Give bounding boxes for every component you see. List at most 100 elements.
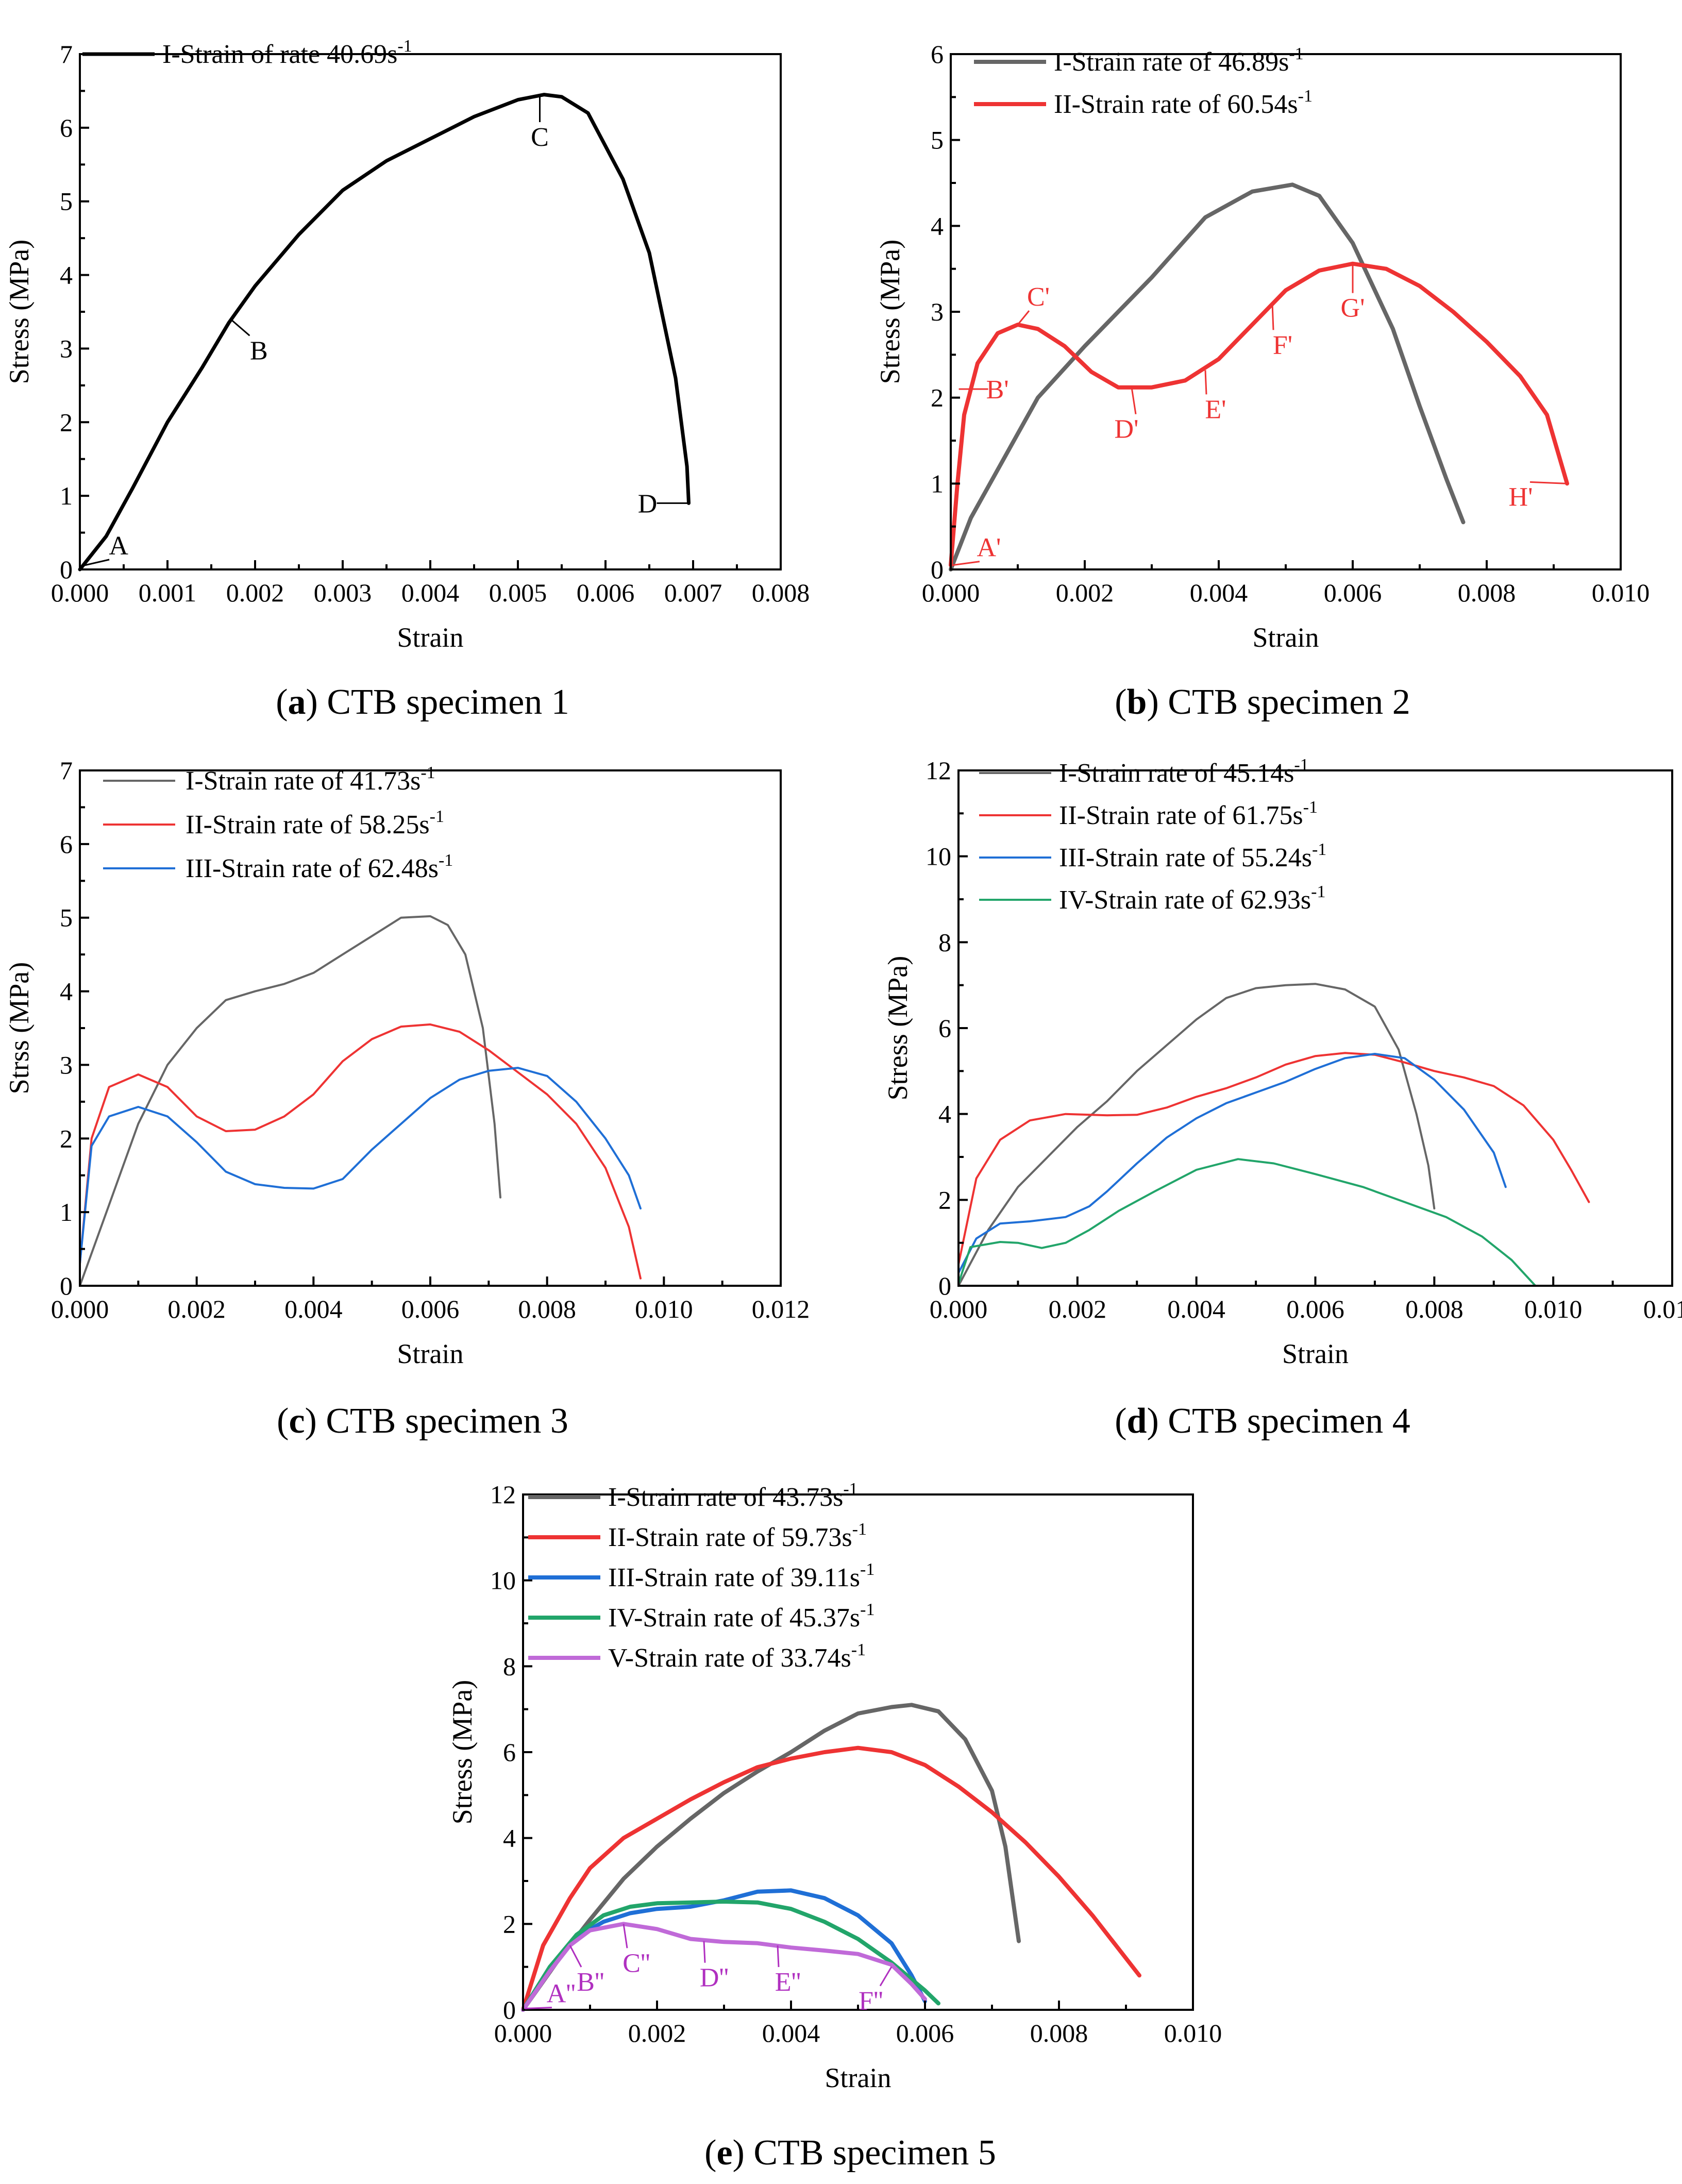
series-line-e-4 — [521, 1900, 940, 2012]
annotation-leader-e-2 — [569, 1945, 582, 1968]
legend-entry-c-1: I-Strain rate of 41.73s-1 — [186, 763, 435, 796]
x-tick-label-b-4: 0.008 — [1458, 578, 1516, 607]
y-tick-label-c-6: 6 — [60, 830, 73, 859]
x-tick-label-d-6: 0.012 — [1643, 1295, 1682, 1323]
x-tick-label-a-7: 0.007 — [664, 578, 722, 607]
panel-b: 0.000 0.002 0.004 0.006 0.008 0.010 0 1 2 3 4 5 6 Str… — [874, 40, 1650, 653]
annotation-leader-e-3 — [623, 1924, 628, 1948]
annotation-leader-e-4 — [703, 1941, 706, 1963]
y-tick-label-a-4: 4 — [60, 261, 73, 290]
legend-entry-e-3: III-Strain rate of 39.11s-1 — [608, 1560, 874, 1592]
x-tick-label-a-5: 0.005 — [489, 578, 547, 607]
y-tick-label-a-6: 6 — [60, 113, 73, 142]
annotation-leader-b-5 — [1204, 370, 1207, 395]
x-tick-label-d-5: 0.010 — [1524, 1295, 1583, 1323]
x-tick-label-c-4: 0.008 — [518, 1295, 576, 1323]
y-tick-label-d-1: 2 — [938, 1185, 951, 1214]
y-axis-label-b: Stress (MPa) — [874, 240, 905, 384]
y-tick-label-e-6: 12 — [490, 1480, 516, 1509]
series-line-c-1 — [79, 915, 501, 1287]
panel-d: 0.000 0.002 0.004 0.006 0.008 0.010 0.012 0 2 4 6 8… — [882, 755, 1682, 1369]
annotation-label-a-1: A — [109, 531, 128, 561]
legend-entry-e-2: II-Strain rate of 59.73s-1 — [608, 1520, 867, 1552]
annotation-leader-b-3 — [1017, 310, 1030, 325]
series-line-c-2 — [79, 1023, 642, 1280]
y-axis-label-a: Stress (MPa) — [4, 240, 35, 384]
y-tick-label-b-3: 3 — [931, 297, 944, 326]
y-tick-label-b-6: 6 — [931, 40, 944, 69]
series-line-d-3 — [957, 1053, 1507, 1274]
panel-c: 0.000 0.002 0.004 0.006 0.008 0.010 0.012 0 1 2 3 4… — [4, 756, 810, 1369]
y-tick-label-a-3: 3 — [60, 334, 73, 363]
annotation-label-e-2: B'' — [577, 1968, 604, 1997]
x-tick-label-a-2: 0.002 — [226, 578, 284, 607]
y-tick-label-a-2: 2 — [60, 408, 73, 436]
x-tick-label-c-2: 0.004 — [284, 1295, 343, 1323]
x-tick-label-e-5: 0.010 — [1164, 2019, 1222, 2047]
legend-entry-d-2: II-Strain rate of 61.75s-1 — [1059, 798, 1318, 830]
legend-entry-d-1: I-Strain rate of 45.14s-1 — [1059, 755, 1309, 788]
x-axis-label-c: Strain — [397, 1338, 464, 1369]
x-axis-label-d: Strain — [1282, 1338, 1349, 1369]
caption-d: (d) CTB specimen 4 — [1115, 1401, 1410, 1441]
y-tick-label-a-1: 1 — [60, 481, 73, 510]
legend-entry-d-3: III-Strain rate of 55.24s-1 — [1059, 840, 1326, 872]
y-tick-label-c-5: 5 — [60, 903, 73, 932]
x-tick-label-e-0: 0.000 — [494, 2019, 552, 2047]
y-tick-label-e-4: 8 — [503, 1652, 516, 1681]
y-tick-label-e-3: 6 — [503, 1738, 516, 1767]
x-tick-label-e-3: 0.006 — [896, 2019, 954, 2047]
x-tick-label-c-5: 0.010 — [635, 1295, 693, 1323]
x-tick-label-a-1: 0.001 — [139, 578, 197, 607]
y-tick-label-c-7: 7 — [60, 756, 73, 785]
series-line-a-1 — [78, 93, 691, 572]
series-line-e-2 — [521, 1745, 1141, 2012]
y-tick-label-b-2: 2 — [931, 383, 944, 412]
series-line-e-1 — [521, 1703, 1021, 2012]
x-tick-label-e-4: 0.008 — [1030, 2019, 1088, 2047]
x-tick-label-b-1: 0.002 — [1056, 578, 1114, 607]
x-tick-label-b-3: 0.006 — [1324, 578, 1382, 607]
annotation-label-a-4: D — [638, 489, 658, 518]
caption-c: (c) CTB specimen 3 — [277, 1401, 568, 1441]
y-tick-label-b-4: 4 — [931, 211, 944, 240]
annotation-label-b-5: E' — [1205, 395, 1226, 424]
x-tick-label-c-0: 0.000 — [51, 1295, 109, 1323]
legend-entry-c-2: II-Strain rate of 58.25s-1 — [186, 807, 444, 839]
y-tick-label-d-4: 8 — [938, 928, 951, 956]
y-tick-label-c-1: 1 — [60, 1198, 73, 1227]
annotation-leader-a-2 — [230, 318, 250, 337]
x-tick-label-b-5: 0.010 — [1592, 578, 1650, 607]
legend-entry-b-2: II-Strain rate of 60.54s-1 — [1054, 87, 1313, 119]
y-tick-label-d-5: 10 — [926, 842, 951, 871]
legend-entry-a-1: I-Strain of rate 40.69s-1 — [162, 37, 412, 69]
y-tick-label-d-6: 12 — [926, 756, 951, 785]
annotation-label-a-3: C — [531, 123, 549, 152]
x-tick-label-c-3: 0.006 — [401, 1295, 460, 1323]
legend-entry-e-5: V-Strain rate of 33.74s-1 — [608, 1640, 866, 1673]
series-line-c-3 — [79, 1067, 642, 1265]
panel-a: 0.000 0.001 0.002 0.003 0.004 0.005 0.006 0.007… — [4, 37, 810, 653]
series-line-b-1 — [949, 182, 1466, 572]
y-tick-label-e-0: 0 — [503, 1995, 516, 2024]
series-line-b-2 — [949, 261, 1569, 567]
annotation-leader-a-1 — [82, 559, 110, 567]
annotation-label-e-3: C'' — [623, 1948, 650, 1978]
x-tick-label-d-0: 0.000 — [930, 1295, 988, 1323]
legend-entry-e-4: IV-Strain rate of 45.37s-1 — [608, 1600, 874, 1633]
annotation-leader-e-5 — [777, 1945, 780, 1968]
y-tick-label-c-4: 4 — [60, 977, 73, 1006]
y-tick-label-a-0: 0 — [60, 555, 73, 584]
caption-e: (e) CTB specimen 5 — [704, 2133, 996, 2173]
x-tick-label-d-4: 0.008 — [1405, 1295, 1464, 1323]
x-tick-label-e-1: 0.002 — [628, 2019, 686, 2047]
caption-a: (a) CTB specimen 1 — [276, 682, 569, 722]
y-axis-label-e: Stress (MPa) — [447, 1680, 478, 1825]
legend-entry-b-1: I-Strain rate of 46.89s-1 — [1054, 44, 1304, 77]
annotation-leader-b-8 — [1529, 481, 1568, 484]
series-line-e-5 — [521, 1922, 927, 2012]
annotation-label-b-8: H' — [1509, 482, 1533, 512]
y-tick-label-c-0: 0 — [60, 1271, 73, 1300]
annotation-label-e-5: E'' — [775, 1968, 801, 1997]
